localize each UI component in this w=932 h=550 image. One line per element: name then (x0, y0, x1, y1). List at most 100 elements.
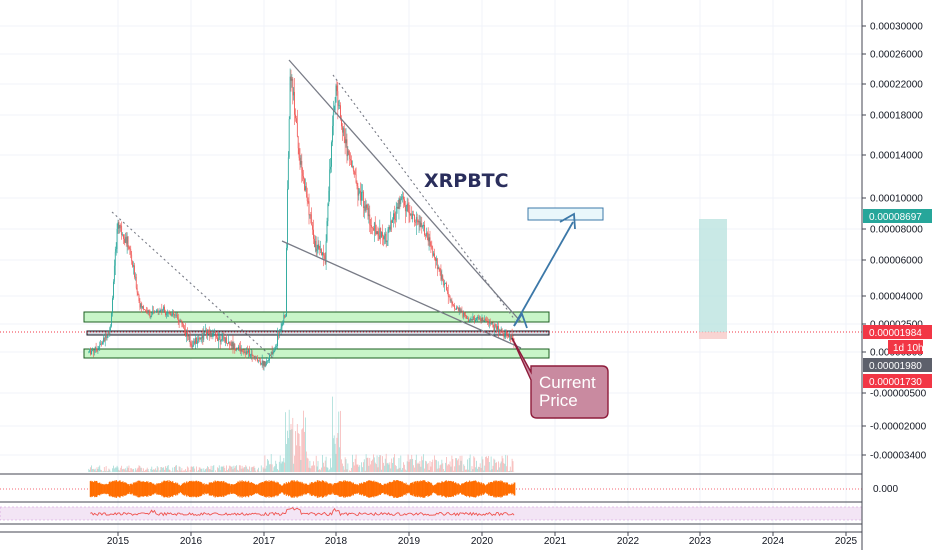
candle-body (237, 347, 238, 350)
volume-bar (218, 465, 220, 472)
oscillator-bar (259, 482, 261, 496)
candle-body (389, 226, 391, 230)
lower-trendline[interactable] (281, 240, 522, 349)
candle-body (248, 350, 249, 353)
candle-body (270, 351, 272, 357)
candle-body (457, 307, 459, 311)
oscillator-bar (186, 481, 188, 497)
oscillator-bar (144, 482, 146, 496)
upper-trendline[interactable] (288, 59, 522, 323)
oscillator-bar (179, 485, 181, 493)
oscillator-bar (227, 484, 229, 494)
oscillator-bar (357, 485, 359, 493)
volume-bar (304, 431, 305, 472)
candle-body (300, 160, 302, 165)
oscillator-bar (420, 480, 422, 498)
oscillator-bar (358, 483, 360, 495)
price-axis[interactable]: 0.000300000.000260000.000220000.00018000… (862, 22, 927, 462)
candle-body (249, 354, 251, 357)
volume-bar (275, 460, 277, 472)
target-arrow[interactable] (513, 221, 574, 327)
oscillator-bar (286, 483, 288, 495)
volume-bar (455, 458, 456, 472)
volume-bar (209, 469, 211, 472)
oscillator-bar (485, 484, 487, 494)
volume-bar (145, 469, 147, 472)
volume-bar (192, 467, 194, 472)
oscillator-bar (506, 482, 508, 496)
candle-body (230, 344, 232, 347)
volume-bar (386, 463, 388, 472)
projection-box[interactable] (699, 219, 727, 332)
volume-bar (490, 456, 492, 472)
oscillator-bar (304, 483, 306, 495)
support-zone[interactable] (83, 348, 550, 359)
oscillator-bar (488, 483, 490, 495)
support-low-tag: 0.00001730 (863, 374, 932, 388)
oscillator-bar (299, 482, 301, 496)
oscillator-bar (160, 483, 162, 495)
candle-body (503, 333, 505, 338)
oscillator-bar (233, 484, 235, 494)
candle-body (400, 199, 402, 205)
oscillator-bar (340, 481, 342, 497)
oscillator-bar (486, 484, 488, 494)
oscillator-bar (333, 484, 335, 494)
oscillator-bar (342, 481, 344, 497)
oscillator-bar (199, 481, 201, 497)
time-axis[interactable]: 2015 2016 2017 2018 2019 2020 2021 2022 2023 2024… (0, 531, 862, 547)
target-box[interactable] (527, 207, 604, 221)
oscillator-bar (229, 485, 231, 493)
current-price-band[interactable] (86, 330, 550, 336)
oscillator-bar (99, 482, 101, 496)
oscillator-bar (189, 480, 191, 498)
candle-body (478, 317, 480, 319)
oscillator-bar (448, 480, 450, 498)
resistance-zone[interactable] (83, 311, 550, 323)
oscillator-bar (368, 480, 370, 498)
oscillator-bar (356, 484, 358, 494)
candle-body (145, 310, 147, 312)
oscillator-bar (288, 482, 290, 496)
candle-body (123, 238, 125, 243)
candle-body (372, 227, 373, 229)
oscillator-bar (480, 483, 482, 495)
oscillator-bar (372, 481, 374, 497)
oscillator-bar (330, 483, 332, 495)
oscillator-bar (390, 482, 392, 496)
volume-bar (217, 468, 219, 472)
volume-bar (489, 470, 491, 472)
time-tick-label: 2016 (180, 536, 203, 547)
candle-body (236, 347, 238, 351)
oscillator-bar (382, 485, 384, 493)
oscillator-bar (491, 482, 493, 496)
candle-body (175, 314, 176, 316)
volume-bar (179, 466, 181, 472)
breakout-arrow[interactable] (513, 312, 528, 329)
candle-body (421, 222, 423, 227)
current-price-callout[interactable] (511, 337, 609, 419)
oscillator-bar (251, 482, 253, 496)
oscillator-bar (159, 483, 161, 495)
volume-bar (157, 467, 159, 472)
oscillator-bar (336, 482, 338, 496)
dotted-trendline-2018[interactable] (332, 74, 516, 321)
candle-body (448, 296, 450, 297)
oscillator-bar (477, 481, 479, 497)
candle-body (510, 335, 512, 340)
candle-body (312, 225, 313, 230)
oscillator-bar (221, 482, 223, 496)
candle-body (435, 257, 436, 261)
volume-bar (144, 470, 145, 472)
candle-body (263, 361, 265, 366)
oscillator-bar (167, 481, 169, 497)
volume-bar (194, 468, 196, 472)
candle-body (336, 85, 338, 92)
candle-body (451, 300, 453, 305)
volume-bar (118, 469, 120, 472)
oscillator-bar (421, 481, 423, 497)
candle-body (446, 289, 448, 293)
dotted-trendline-2015[interactable] (111, 211, 274, 359)
volume-bar (368, 465, 370, 472)
oscillator-bar (482, 484, 484, 494)
